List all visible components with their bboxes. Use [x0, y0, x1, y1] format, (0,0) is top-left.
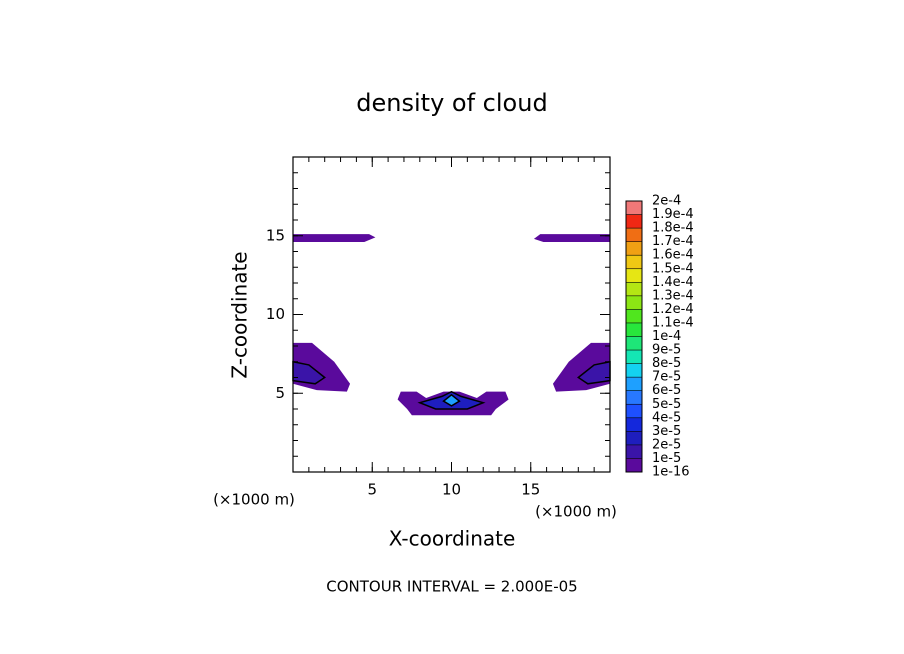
colorbar-swatch	[626, 458, 642, 472]
colorbar-label: 1.7e-4	[652, 234, 694, 249]
colorbar-swatch	[626, 444, 642, 459]
colorbar-label: 1e-5	[652, 451, 681, 466]
colorbar-swatch	[626, 350, 642, 364]
colorbar-swatch	[626, 322, 642, 337]
contour-region	[533, 234, 610, 243]
colorbar-label: 1.3e-4	[652, 288, 694, 303]
colorbar-label: 5e-5	[652, 397, 681, 412]
colorbar-swatch	[626, 214, 642, 229]
colorbar-swatch	[626, 417, 642, 432]
colorbar-label: 6e-5	[652, 383, 681, 398]
colorbar-label: 1e-16	[652, 465, 690, 480]
y-tick-label: 10	[266, 305, 285, 323]
contour-layer	[292, 234, 611, 416]
colorbar-swatch	[626, 268, 642, 283]
x-unit: (×1000 m)	[535, 503, 617, 521]
y-unit: (×1000 m)	[213, 491, 295, 509]
colorbar-swatch	[626, 228, 642, 242]
contour-region	[442, 393, 461, 407]
colorbar-label: 1.5e-4	[652, 261, 694, 276]
colorbar-swatch	[626, 377, 642, 391]
colorbar-swatch	[626, 241, 642, 256]
colorbar-swatch	[626, 282, 642, 296]
x-tick-label: 5	[367, 481, 377, 499]
colorbar-label: 2e-5	[652, 437, 681, 452]
colorbar-swatch	[626, 201, 642, 215]
y-tick-label: 5	[275, 384, 285, 402]
x-tick-label: 15	[521, 481, 540, 499]
colorbar-swatch	[626, 404, 642, 418]
colorbar-swatch	[626, 336, 642, 351]
colorbar-label: 1.4e-4	[652, 275, 694, 290]
colorbar-label: 1.9e-4	[652, 207, 694, 222]
colorbar-label: 1.6e-4	[652, 248, 694, 263]
colorbar-label: 9e-5	[652, 343, 681, 358]
colorbar-swatch	[626, 295, 642, 310]
colorbar-label: 4e-5	[652, 410, 681, 425]
chart-title: density of cloud	[356, 89, 547, 117]
colorbar-swatch	[626, 431, 642, 445]
colorbar-label: 1.8e-4	[652, 221, 694, 236]
colorbar-label: 3e-5	[652, 424, 681, 439]
colorbar-label: 1.2e-4	[652, 302, 694, 317]
colorbar-label: 7e-5	[652, 370, 681, 385]
colorbar-swatch	[626, 255, 642, 269]
colorbar-swatch	[626, 309, 642, 323]
colorbar-swatch	[626, 363, 642, 378]
y-tick-label: 15	[266, 226, 285, 244]
y-axis-label: Z-coordinate	[228, 251, 252, 378]
footer-note: CONTOUR INTERVAL = 2.000E-05	[326, 578, 577, 596]
x-tick-label: 10	[442, 481, 461, 499]
colorbar-label: 2e-4	[652, 194, 681, 209]
colorbar-label: 1.1e-4	[652, 315, 694, 330]
colorbar-swatch	[626, 390, 642, 405]
colorbar-label: 8e-5	[652, 356, 681, 371]
colorbar-label: 1e-4	[652, 329, 681, 344]
contour-region	[293, 234, 376, 243]
x-axis-label: X-coordinate	[389, 527, 516, 551]
